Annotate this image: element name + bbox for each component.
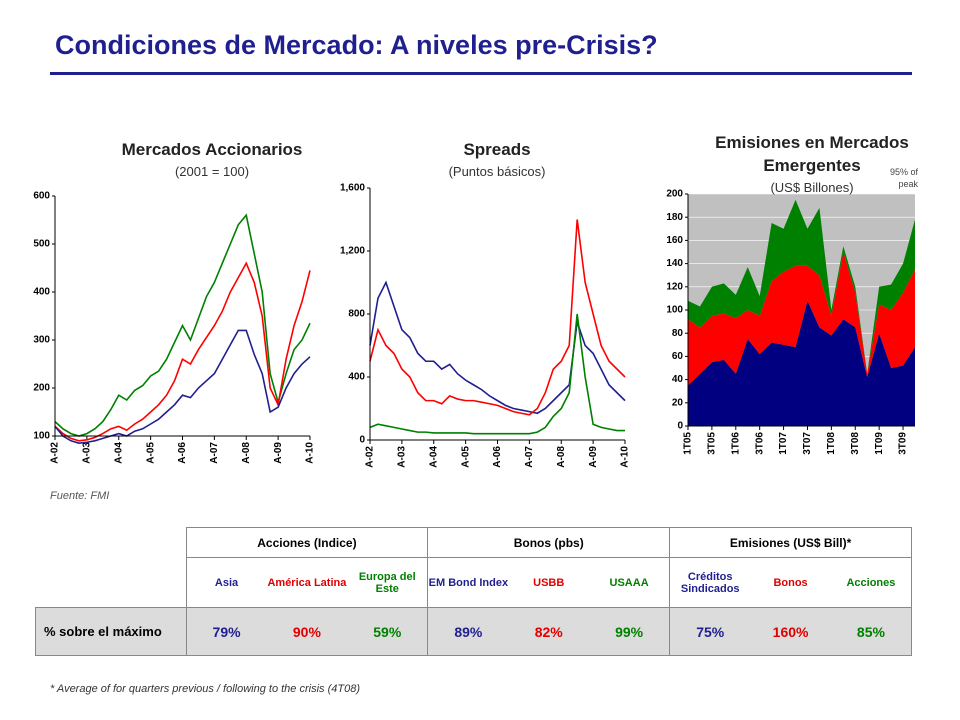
row-label: % sobre el máximo — [35, 607, 187, 656]
y-tick-label: 400 — [33, 287, 50, 298]
x-tick-label: A-06 — [177, 442, 188, 464]
y-tick-label: 500 — [33, 239, 50, 250]
column-header: USBB — [533, 576, 565, 589]
x-tick-label: A-09 — [273, 442, 284, 464]
chart-subtitle: (Puntos básicos) — [448, 164, 546, 179]
y-tick-label: 1,600 — [340, 183, 365, 194]
y-tick-label: 160 — [666, 235, 683, 246]
value-cell: 160% — [750, 607, 831, 656]
chart-title: Emisiones en Mercados Emergentes — [715, 133, 909, 175]
column-header: Bonos — [773, 576, 808, 589]
x-tick-label: 1T06 — [730, 432, 741, 455]
x-tick-label: 3T08 — [850, 432, 861, 455]
series-line — [369, 313, 625, 435]
x-tick-label: 1T08 — [826, 432, 837, 455]
x-tick-label: A-05 — [460, 446, 471, 468]
footnote: * Average of for quarters previous / fol… — [50, 683, 360, 695]
y-tick-label: 140 — [666, 258, 683, 269]
x-tick-label: 3T05 — [707, 432, 718, 455]
series-line — [369, 219, 626, 416]
y-tick-label: 60 — [672, 351, 684, 362]
x-tick-label: 3T09 — [898, 432, 909, 455]
x-tick-label: 1T05 — [683, 432, 694, 455]
column-header: Europa del Este — [347, 557, 429, 608]
value-cell: 85% — [830, 607, 912, 656]
x-tick-label: A-02 — [50, 442, 61, 464]
x-tick-label: 1T07 — [778, 432, 789, 455]
y-tick-label: 40 — [672, 374, 684, 385]
x-tick-label: A-10 — [620, 446, 631, 468]
y-tick-label: 600 — [33, 191, 50, 202]
group-header: Emisiones (US$ Bill)* — [669, 527, 912, 558]
x-tick-label: A-10 — [305, 442, 316, 464]
x-tick-label: A-08 — [556, 446, 567, 468]
series-area — [688, 199, 915, 374]
series-line — [54, 261, 311, 442]
value-cell: 59% — [347, 607, 429, 656]
series-line — [369, 280, 626, 415]
series-area — [688, 252, 915, 386]
value-cell: 75% — [669, 607, 751, 656]
chart-title: Mercados Accionarios — [121, 140, 303, 159]
y-tick-label: 0 — [359, 435, 365, 446]
value-cell: 89% — [427, 607, 509, 656]
value-cell: 99% — [589, 607, 671, 656]
y-tick-label: 100 — [666, 305, 683, 316]
column-header: USAAA — [589, 557, 671, 608]
column-header: América Latina — [267, 576, 347, 589]
slide-title: Condiciones de Mercado: A niveles pre-Cr… — [55, 30, 658, 60]
x-tick-label: A-07 — [524, 446, 535, 468]
x-tick-label: A-03 — [397, 446, 408, 468]
x-tick-label: 3T07 — [802, 432, 813, 455]
value-cell: 79% — [185, 607, 267, 656]
summary-table: Acciones (Indice) Bonos (pbs) Emisiones … — [35, 527, 912, 656]
series-area — [688, 300, 915, 426]
chart-title: Spreads — [463, 140, 531, 159]
y-tick-label: 0 — [677, 421, 683, 432]
x-tick-label: A-05 — [145, 442, 156, 464]
y-tick-label: 400 — [348, 372, 365, 383]
y-tick-label: 300 — [33, 335, 50, 346]
x-tick-label: A-07 — [209, 442, 220, 464]
column-header: Asia — [185, 557, 267, 608]
y-tick-label: 1,200 — [340, 246, 365, 257]
column-header: Acciones — [830, 557, 912, 608]
group-header: Acciones (Indice) — [185, 527, 429, 558]
y-tick-label: 120 — [666, 281, 683, 292]
series-line — [54, 329, 311, 445]
x-tick-label: A-04 — [113, 442, 124, 464]
chart-subtitle: (2001 = 100) — [174, 164, 250, 179]
column-header: Créditos Sindicados — [669, 557, 751, 608]
annotation: 95% of peak — [889, 167, 918, 189]
y-tick-label: 80 — [672, 328, 684, 339]
blank-cell — [36, 528, 187, 558]
y-tick-label: 100 — [33, 431, 50, 442]
x-tick-label: 1T09 — [874, 432, 885, 455]
x-tick-label: A-02 — [365, 446, 376, 468]
y-tick-label: 200 — [33, 383, 50, 394]
column-header: EM Bond Index — [427, 557, 509, 608]
y-tick-label: 20 — [672, 397, 684, 408]
x-tick-label: A-08 — [241, 442, 252, 464]
x-tick-label: A-03 — [82, 442, 93, 464]
blank-cell — [36, 558, 187, 608]
value-cell: 82% — [508, 607, 590, 656]
x-tick-label: A-06 — [492, 446, 503, 468]
title-rule — [50, 72, 912, 75]
y-tick-label: 200 — [666, 189, 683, 200]
y-tick-label: 800 — [348, 309, 365, 320]
chart-subtitle: (US$ Billones) — [770, 180, 854, 195]
y-tick-label: 180 — [666, 212, 683, 223]
group-header: Bonos (pbs) — [427, 527, 671, 558]
x-tick-label: A-04 — [428, 446, 439, 468]
x-tick-label: 3T06 — [754, 432, 765, 455]
x-tick-label: A-09 — [588, 446, 599, 468]
value-cell: 90% — [266, 607, 348, 656]
source: Fuente: FMI — [50, 490, 110, 502]
series-line — [54, 213, 311, 437]
